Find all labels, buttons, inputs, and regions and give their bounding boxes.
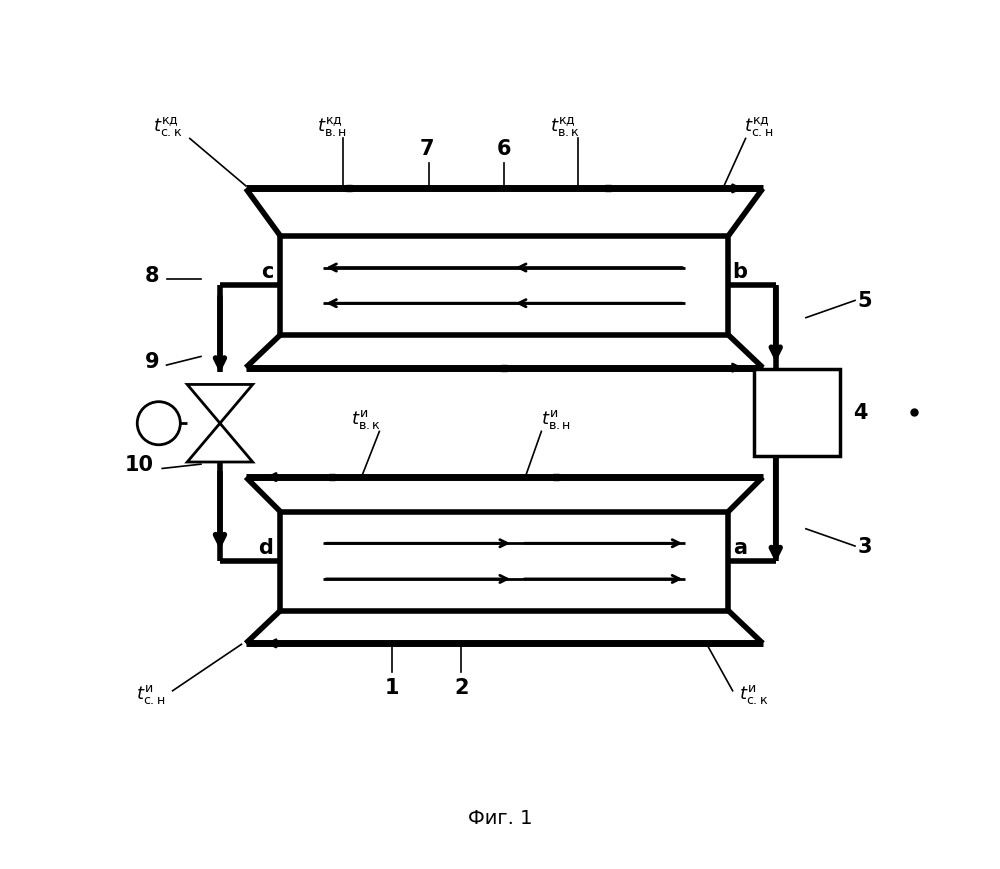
Text: 7: 7 [420,139,434,159]
Text: 2: 2 [454,677,468,697]
Text: $t_{\mathsf{с.н}}^{\mathsf{кд}}$: $t_{\mathsf{с.н}}^{\mathsf{кд}}$ [744,115,773,137]
Bar [754,370,840,456]
Text: a: a [733,537,747,557]
Text: 9: 9 [145,351,160,371]
Text: 1: 1 [385,677,400,697]
Text: $t_{\mathsf{в.к}}^{\mathsf{и}}$: $t_{\mathsf{в.к}}^{\mathsf{и}}$ [351,408,382,430]
Text: $t_{\mathsf{в.н}}^{\mathsf{кд}}$: $t_{\mathsf{в.н}}^{\mathsf{кд}}$ [317,115,347,137]
Polygon shape [187,385,253,462]
Bar [280,512,728,611]
Bar [280,236,728,335]
Text: Фиг. 1: Фиг. 1 [468,808,532,827]
Text: 10: 10 [125,454,154,474]
Text: c: c [261,262,273,282]
Text: 4: 4 [853,403,868,423]
Text: b: b [733,262,748,282]
Text: 3: 3 [858,536,872,556]
Text: 6: 6 [497,139,512,159]
Text: 8: 8 [145,265,160,285]
Text: d: d [259,537,273,557]
Text: $t_{\mathsf{с.н}}^{\mathsf{и}}$: $t_{\mathsf{с.н}}^{\mathsf{и}}$ [136,683,166,706]
Circle shape [137,402,180,445]
Text: $t_{\mathsf{в.н}}^{\mathsf{и}}$: $t_{\mathsf{в.н}}^{\mathsf{и}}$ [541,408,571,430]
Text: $t_{\mathsf{с.к}}^{\mathsf{кд}}$: $t_{\mathsf{с.к}}^{\mathsf{кд}}$ [153,115,183,137]
Text: 5: 5 [858,291,872,311]
Text: $t_{\mathsf{с.к}}^{\mathsf{и}}$: $t_{\mathsf{с.к}}^{\mathsf{и}}$ [739,683,769,706]
Text: $t_{\mathsf{в.к}}^{\mathsf{кд}}$: $t_{\mathsf{в.к}}^{\mathsf{кд}}$ [550,115,580,137]
